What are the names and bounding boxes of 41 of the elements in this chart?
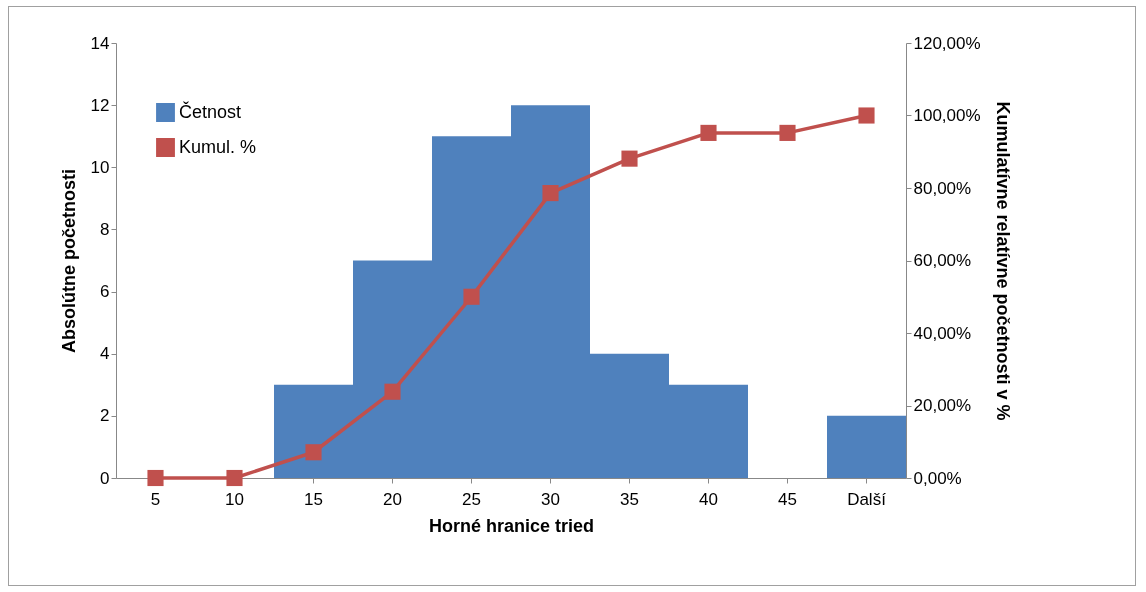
y-tick-label: 2	[100, 406, 110, 426]
y2-tick-label: 100,00%	[913, 106, 981, 125]
x-tick-label: 10	[225, 489, 244, 509]
y-tick-label: 8	[100, 219, 110, 239]
x-tick-label: 15	[304, 489, 323, 509]
point	[305, 444, 322, 461]
y2-tick-label: 80,00%	[913, 178, 972, 198]
legend-label: Kumul. %	[179, 136, 257, 157]
y-tick-label: 0	[100, 468, 110, 488]
point	[147, 469, 164, 487]
point	[226, 469, 243, 487]
point	[779, 124, 796, 141]
x-tick-label: 20	[383, 489, 402, 509]
y-tick-label: 12	[90, 95, 110, 115]
x-tick-label: Další	[847, 489, 887, 509]
x-tick-label: 30	[541, 489, 560, 509]
point	[700, 124, 717, 141]
point	[542, 185, 559, 202]
y2-tick-label: 40,00%	[913, 323, 972, 343]
y2-tick-label: 120,00%	[913, 33, 981, 53]
x-axis-title: Horné hranice tried	[428, 515, 595, 536]
legend-label: Četnost	[179, 100, 242, 122]
y2-tick-label: 60,00%	[913, 251, 972, 270]
y2-axis-title: Kumulatívne relatívne početnosti v %	[992, 101, 1013, 421]
y2-tick-label: 20,00%	[913, 396, 972, 415]
y-tick-label: 14	[90, 33, 110, 53]
point	[621, 150, 638, 167]
point	[463, 288, 480, 305]
x-tick-label: 45	[778, 489, 797, 509]
x-tick-label: 35	[620, 489, 639, 509]
x-tick-label: 5	[150, 489, 161, 509]
y-tick-label: 4	[100, 344, 110, 364]
point	[858, 107, 875, 124]
x-tick-label: 40	[699, 489, 718, 509]
y-tick-label: 10	[90, 157, 110, 177]
y-tick-label: 6	[100, 282, 110, 302]
y-axis-title: Absolútne početnosti	[58, 169, 79, 353]
y2-tick-label: 0,00%	[913, 468, 962, 488]
point	[384, 383, 401, 400]
bar	[827, 415, 906, 478]
x-tick-label: 25	[462, 489, 481, 509]
